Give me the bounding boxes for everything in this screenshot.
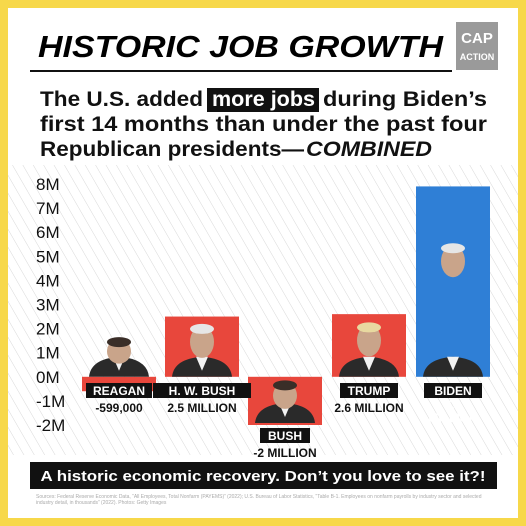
- name-box: [424, 383, 482, 398]
- value-label: 2.5 MILLION: [167, 401, 236, 415]
- y-tick-label: 3M: [36, 296, 60, 315]
- logo-text: ACTION: [460, 52, 495, 62]
- y-tick-label: 4M: [36, 271, 60, 290]
- x-tick-label: H. W. BUSH: [169, 384, 236, 398]
- value-label: 2.6 MILLION: [334, 401, 403, 415]
- x-tick-label: BUSH: [268, 429, 302, 443]
- sources: Sources: Federal Reserve Economic Data, …: [36, 494, 482, 506]
- portrait-hair: [357, 322, 381, 333]
- subtitle: The U.S. added: [40, 88, 203, 111]
- value-label: -2 MILLION: [253, 446, 316, 460]
- name-box: [86, 383, 152, 398]
- banner-box: [30, 462, 497, 489]
- name-box: [340, 383, 398, 398]
- y-tick-label: 1M: [36, 344, 60, 363]
- x-tick-label: TRUMP: [348, 384, 391, 398]
- labels: -2M -1M 0M 1M 2M 3M 4M 5M 6M 7M 8M REAGAN -599,000 H.…: [36, 175, 482, 460]
- name-box: [153, 383, 251, 398]
- portrait-collar: [363, 356, 375, 371]
- logo-box: [456, 22, 498, 70]
- subtitle: more jobs: [212, 88, 315, 111]
- y-tick-label: 0M: [36, 368, 60, 387]
- y-tick-label: -1M: [36, 392, 65, 411]
- value-label-box: 7.9 MILLION: [428, 399, 478, 425]
- subtitle: COMBINED: [306, 138, 432, 161]
- sources-box: Sources: Federal Reserve Economic Data, …: [36, 494, 482, 506]
- value-label: 7.9 MILLION: [428, 399, 478, 425]
- y-tick-label: -2M: [36, 416, 65, 435]
- x-tick-label: BIDEN: [434, 384, 471, 398]
- value-label: -599,000: [95, 401, 143, 415]
- bar: [416, 186, 490, 377]
- subtitle: Republican presidents—: [40, 138, 304, 161]
- subtitle: first 14 months than under the past four: [40, 113, 487, 136]
- name-box: [260, 428, 310, 443]
- y-tick-label: 7M: [36, 199, 60, 218]
- x-tick-label: REAGAN: [93, 384, 145, 398]
- chart-title: HISTORIC JOB GROWTH: [38, 29, 444, 64]
- y-tick-label: 2M: [36, 320, 60, 339]
- portrait-hair: [441, 243, 465, 254]
- highlight: [207, 88, 319, 112]
- portrait-hair: [190, 323, 214, 334]
- portrait-head: [441, 245, 465, 278]
- portrait-collar: [447, 356, 459, 371]
- y-tick-label: 6M: [36, 223, 60, 242]
- portrait-head: [190, 325, 214, 358]
- y-tick-label: 5M: [36, 247, 60, 266]
- logo-text: CAP: [461, 30, 493, 47]
- portraits: [89, 243, 483, 423]
- portrait-hair: [107, 337, 131, 348]
- subtitle: during Biden’s: [323, 88, 487, 111]
- portrait-hair: [273, 380, 297, 391]
- portrait-head: [357, 324, 381, 357]
- y-tick-label: 8M: [36, 175, 60, 194]
- banner: A historic economic recovery. Don’t you …: [41, 468, 486, 485]
- portrait-collar: [196, 356, 208, 371]
